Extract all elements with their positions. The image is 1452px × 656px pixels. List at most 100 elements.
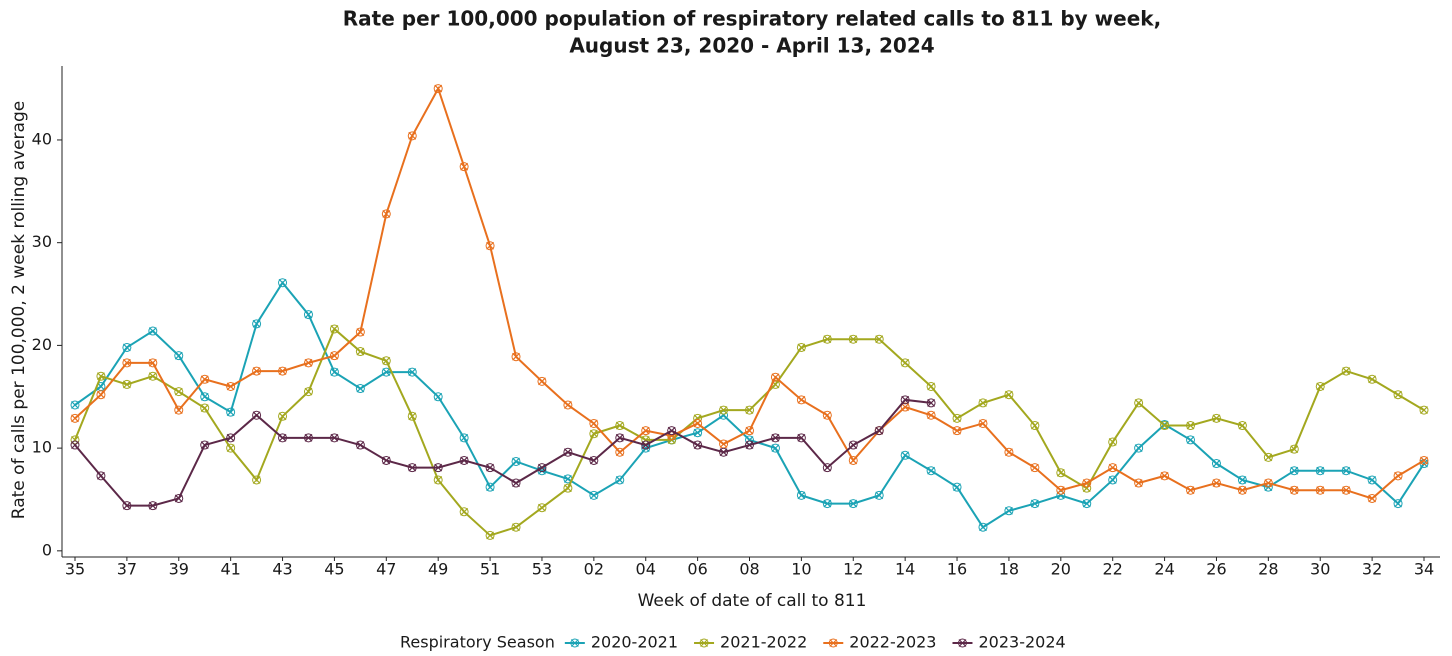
point-cross	[460, 162, 469, 171]
point-cross	[615, 448, 624, 457]
point	[1211, 478, 1221, 488]
point	[796, 342, 806, 352]
point-cross	[589, 429, 598, 438]
point	[1367, 475, 1377, 485]
point	[433, 463, 443, 473]
point-circle	[978, 522, 988, 532]
x-tick-label: 41	[220, 560, 240, 579]
point-cross	[823, 463, 832, 472]
point-cross	[589, 491, 598, 500]
point-circle	[952, 426, 962, 436]
point-circle	[70, 435, 80, 445]
point-circle	[381, 356, 391, 366]
point-cross	[1082, 479, 1091, 487]
point	[485, 482, 495, 492]
point-circle	[828, 638, 838, 648]
point-circle	[70, 440, 80, 450]
point-cross	[486, 463, 495, 472]
point	[1367, 493, 1377, 503]
point-circle	[745, 435, 754, 445]
point	[1315, 485, 1325, 495]
point-cross	[278, 433, 287, 442]
point-cross	[486, 241, 495, 250]
point-circle	[848, 440, 858, 450]
point	[303, 358, 313, 368]
point-circle	[796, 490, 806, 500]
point-cross	[1264, 453, 1273, 462]
point-circle	[952, 413, 962, 423]
point-circle	[1134, 478, 1144, 488]
point-circle	[719, 447, 729, 457]
point	[278, 411, 288, 421]
x-tick-label: 28	[1258, 560, 1278, 579]
point-circle	[641, 440, 651, 450]
point	[822, 410, 832, 420]
point	[355, 440, 365, 450]
point-cross	[875, 426, 884, 435]
point-cross	[1186, 421, 1195, 430]
point-circle	[1393, 471, 1403, 481]
point	[511, 522, 521, 532]
point-circle	[70, 413, 80, 423]
point-circle	[693, 418, 703, 428]
point-cross	[849, 456, 858, 465]
point-circle	[381, 367, 391, 377]
point-circle	[926, 410, 936, 420]
point-circle	[1134, 443, 1144, 453]
point-cross	[434, 84, 443, 93]
point	[200, 392, 210, 402]
point	[511, 456, 521, 466]
x-tick-label: 30	[1310, 560, 1330, 579]
x-tick-label: 24	[1154, 560, 1174, 579]
point-cross	[71, 441, 79, 449]
point-circle	[459, 433, 469, 443]
point-cross	[512, 523, 520, 532]
point	[485, 530, 495, 540]
point-cross	[226, 433, 235, 442]
point	[329, 351, 339, 361]
point	[952, 426, 962, 436]
point	[848, 455, 858, 465]
point	[563, 447, 573, 457]
point-cross	[1004, 448, 1013, 457]
point-circle	[1160, 421, 1170, 431]
point-circle	[252, 366, 262, 376]
point	[719, 439, 729, 449]
point-circle	[96, 371, 106, 381]
point-cross	[823, 335, 832, 344]
point	[1004, 390, 1014, 400]
point-cross	[927, 466, 936, 475]
point	[381, 367, 391, 377]
point	[122, 379, 132, 389]
point-cross	[979, 523, 987, 532]
point-cross	[122, 358, 131, 367]
point-circle	[589, 490, 599, 500]
point-cross	[304, 387, 313, 396]
point-cross	[823, 499, 832, 508]
point-cross	[226, 408, 235, 417]
point	[148, 501, 158, 511]
point-circle	[433, 392, 443, 402]
point-cross	[174, 406, 183, 415]
point-cross	[1004, 506, 1013, 515]
point-cross	[1212, 459, 1221, 468]
point-cross	[901, 395, 910, 404]
point-cross	[330, 433, 339, 442]
point	[641, 440, 651, 450]
point-cross	[330, 351, 339, 360]
point-circle	[329, 324, 339, 334]
point	[900, 395, 910, 405]
point-circle	[957, 638, 967, 648]
legend-item: 2020-2021	[564, 633, 678, 652]
point-circle	[1056, 468, 1066, 478]
point-cross	[1082, 499, 1091, 508]
point-cross	[330, 368, 339, 377]
legend-item: 2021-2022	[694, 633, 807, 652]
point-circle	[278, 433, 288, 443]
point	[511, 352, 521, 362]
point-circle	[1108, 463, 1118, 473]
point-cross	[538, 503, 546, 512]
point-circle	[1082, 499, 1092, 509]
point-cross	[615, 421, 624, 430]
point-circle	[226, 443, 236, 453]
